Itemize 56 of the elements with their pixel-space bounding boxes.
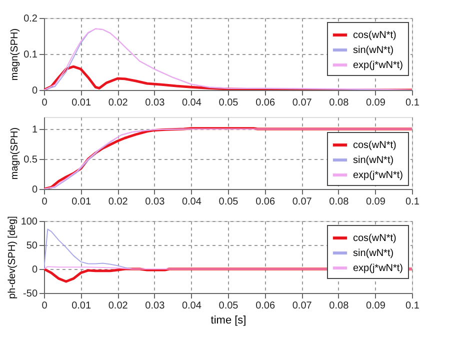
- x-tick-label: 0.09: [366, 300, 386, 312]
- y-axis-title: magn(SPH): [10, 127, 21, 180]
- y-axis-title: magn(SPH): [10, 28, 21, 81]
- x-tick-label: 0.02: [108, 196, 128, 208]
- x-tick-label: 0.07: [292, 300, 312, 312]
- x-tick-label: 0.01: [72, 196, 92, 208]
- x-tick-label: 0: [42, 196, 48, 208]
- legend-label: exp(j*wN*t): [353, 170, 404, 181]
- x-tick-label: 0.05: [218, 300, 239, 312]
- y-tick-label: 0: [32, 184, 38, 196]
- x-tick-label: 0.03: [145, 300, 166, 312]
- legend-label: cos(wN*t): [353, 30, 396, 41]
- y-tick-label: 100: [20, 216, 38, 228]
- x-tick-label: 0.08: [329, 300, 350, 312]
- y-tick-label: 0.1: [24, 50, 38, 60]
- y-tick-label: 0: [32, 86, 38, 96]
- legend-label: exp(j*wN*t): [353, 60, 404, 71]
- y-tick-label: 0: [32, 264, 38, 276]
- x-tick-label: 0.08: [329, 98, 350, 108]
- y-tick-label: 1: [32, 124, 38, 136]
- x-tick-label: 0.03: [145, 98, 166, 108]
- x-tick-label: 0.07: [292, 196, 312, 208]
- legend-label: exp(j*wN*t): [353, 263, 404, 274]
- x-tick-label: 0.06: [256, 98, 276, 108]
- x-tick-label: 0.07: [292, 98, 312, 108]
- y-tick-label: -50: [23, 288, 38, 300]
- x-tick-label: 0.02: [108, 300, 128, 312]
- y-tick-label: 50: [26, 240, 38, 252]
- x-tick-label: 0.04: [182, 196, 202, 208]
- y-axis-title: ph-dev(SPH) [deg]: [6, 216, 18, 299]
- legend-label: sin(wN*t): [353, 155, 394, 166]
- x-tick-label: 0.09: [366, 98, 386, 108]
- x-tick-label: 0.04: [182, 300, 202, 312]
- x-tick-label: 0.1: [406, 300, 420, 312]
- x-tick-label: 0.02: [108, 98, 128, 108]
- x-tick-label: 0.08: [329, 196, 350, 208]
- x-tick-label: 0: [42, 98, 48, 108]
- x-tick-label: 0.1: [406, 196, 420, 208]
- x-tick-label: 0.05: [218, 196, 239, 208]
- x-tick-label: 0.06: [256, 196, 276, 208]
- x-tick-label: 0.05: [218, 98, 239, 108]
- x-tick-label: 0.01: [72, 300, 92, 312]
- legend-label: cos(wN*t): [353, 140, 396, 151]
- x-tick-label: 0.06: [256, 300, 276, 312]
- legend-label: sin(wN*t): [353, 248, 394, 259]
- legend-label: cos(wN*t): [353, 233, 396, 244]
- y-tick-label: 0.2: [24, 14, 38, 24]
- x-tick-label: 0.1: [406, 98, 420, 108]
- legend-label: sin(wN*t): [353, 45, 394, 56]
- x-tick-label: 0.04: [182, 98, 202, 108]
- x-tick-label: 0.01: [72, 98, 92, 108]
- x-tick-label: 0.09: [366, 196, 386, 208]
- x-tick-label: 0.03: [145, 196, 166, 208]
- x-axis-title: time [s]: [210, 314, 246, 326]
- y-tick-label: 0.5: [24, 154, 38, 166]
- x-tick-label: 0: [42, 300, 48, 312]
